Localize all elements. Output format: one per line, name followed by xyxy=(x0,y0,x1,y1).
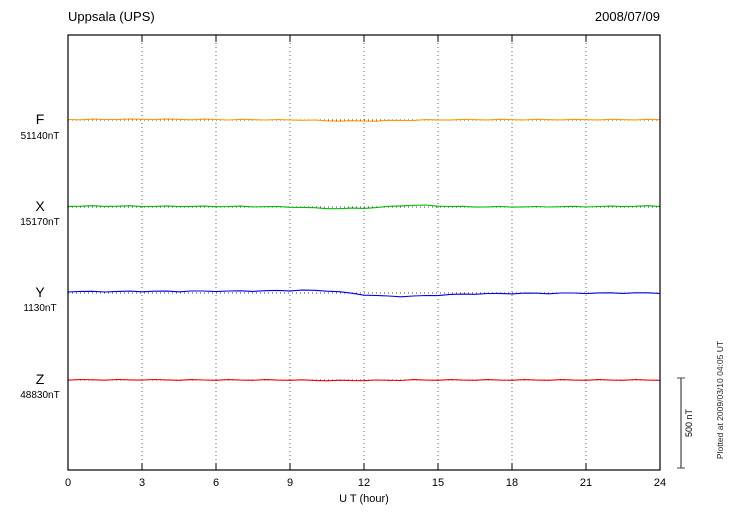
series-label-z: Z xyxy=(36,371,45,387)
date-label: 2008/07/09 xyxy=(595,9,660,24)
trace-X xyxy=(67,204,661,210)
plot-layer: 0 3 6 9 12 15 18 21 24 xyxy=(65,35,666,489)
tick-label-9: 9 xyxy=(287,477,293,489)
series-baseline-y: 1130nT xyxy=(23,303,56,314)
tick-label-0: 0 xyxy=(65,477,71,489)
series-label-x: X xyxy=(35,198,45,214)
tick-label-21: 21 xyxy=(580,477,592,489)
scale-bar-label: 500 nT xyxy=(684,408,694,437)
station-title: Uppsala (UPS) xyxy=(68,9,155,24)
series-label-f: F xyxy=(36,111,45,127)
plotted-at-label: Plotted at 2009/03/10 04:05 UT xyxy=(715,341,725,459)
tick-label-24: 24 xyxy=(654,477,666,489)
trace-Z xyxy=(67,378,661,382)
tick-label-6: 6 xyxy=(213,477,219,489)
trace-Y xyxy=(67,289,661,298)
trace-F xyxy=(67,118,661,122)
tick-label-18: 18 xyxy=(506,477,518,489)
series-baseline-z: 48830nT xyxy=(20,390,59,401)
tick-label-12: 12 xyxy=(358,477,370,489)
series-baseline-f: 51140nT xyxy=(21,131,60,142)
tick-label-15: 15 xyxy=(432,477,444,489)
scale-bar: 500 nT xyxy=(677,377,694,469)
x-axis-label: U T (hour) xyxy=(339,493,389,505)
series-baseline-x: 15170nT xyxy=(20,217,59,228)
plot-frame xyxy=(67,34,661,471)
series-label-y: Y xyxy=(35,284,45,300)
tick-label-3: 3 xyxy=(139,477,145,489)
